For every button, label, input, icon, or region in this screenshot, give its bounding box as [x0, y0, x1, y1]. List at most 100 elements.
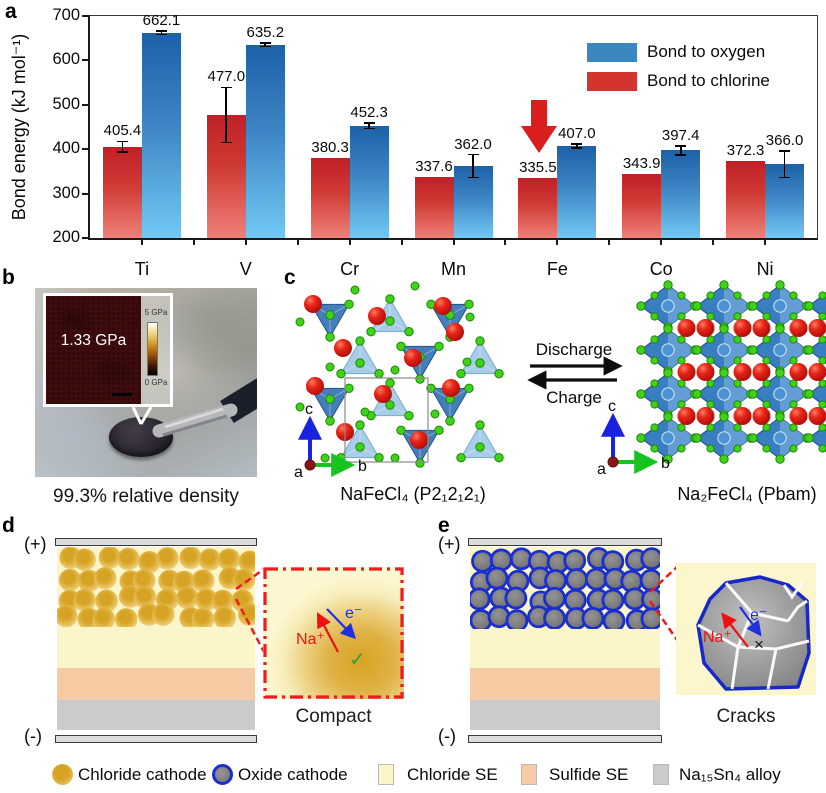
circle-deco — [442, 379, 460, 397]
y-tick-label: 700 — [52, 6, 80, 24]
circle-deco — [133, 585, 157, 609]
circle-deco — [344, 383, 354, 394]
error-cap — [259, 45, 271, 48]
bar-chlorine-Co — [622, 174, 662, 238]
category-label-V: V — [239, 259, 252, 279]
x-tick — [764, 238, 767, 245]
polygon-deco — [310, 387, 350, 422]
category-label-Fe: Fe — [546, 259, 568, 279]
chloride-cathode-icon — [52, 764, 73, 785]
circle-deco — [92, 607, 116, 627]
circle-deco — [494, 368, 504, 379]
circle-deco — [304, 459, 316, 471]
circle-deco — [475, 420, 485, 430]
x-tick — [348, 238, 351, 245]
error-cap — [571, 143, 583, 145]
circle-deco — [368, 307, 386, 325]
error-cap — [259, 42, 271, 44]
value-label-oxygen-Fe: 407.0 — [558, 124, 596, 142]
polygon-deco — [780, 417, 807, 459]
axis-b-label: b — [661, 455, 670, 472]
circle-deco — [415, 374, 425, 384]
circle-deco — [471, 549, 494, 573]
circle-deco — [706, 423, 715, 432]
x-minor-tick — [296, 238, 299, 245]
circle-deco — [543, 586, 566, 610]
y-tick-label: 500 — [52, 94, 80, 113]
circle-deco — [462, 357, 472, 367]
x-tick — [556, 238, 559, 245]
polygon-deco — [310, 303, 350, 338]
value-label-oxygen-Mn: 362.0 — [454, 135, 492, 153]
electron-arrow — [739, 606, 762, 637]
value-label-chlorine-Co: 343.9 — [622, 155, 661, 173]
circle-deco — [410, 431, 428, 449]
circle-deco — [733, 291, 742, 300]
chlorine-swatch — [587, 71, 637, 91]
polygon-deco — [780, 285, 807, 327]
electron-label: e⁻ — [345, 605, 363, 622]
category-label-Mn: Mn — [440, 259, 466, 279]
e-positive-terminal: (+) — [438, 534, 461, 554]
path-deco — [782, 582, 804, 600]
circle-deco — [434, 425, 444, 436]
polygon-deco — [668, 329, 695, 371]
circle-deco — [663, 324, 673, 334]
crystal-structures: c b a c b a — [294, 280, 826, 481]
circle-deco — [489, 548, 513, 572]
circle-deco — [677, 356, 686, 365]
bond-energy-plot: Bond energy (kJ mol⁻¹) Bond to oxygen Bo… — [9, 6, 818, 279]
circle-deco — [762, 335, 771, 344]
electron-arrow — [326, 608, 357, 640]
circle-deco — [733, 423, 742, 432]
scale-bar — [112, 393, 132, 396]
rect-deco — [344, 377, 429, 463]
error-cap — [220, 141, 232, 144]
line-deco — [235, 598, 265, 653]
error-bar — [576, 143, 578, 149]
circle-deco — [717, 343, 731, 357]
value-label-oxygen-Ti: 662.1 — [142, 12, 181, 30]
circle-deco — [607, 456, 619, 468]
circle-deco — [415, 458, 425, 468]
oxide-cathode-icon — [212, 764, 233, 785]
bar-chlorine-Fe — [518, 177, 558, 238]
circle-deco — [733, 363, 752, 381]
compact-particle-inset: Na⁺ e⁻ ✓ — [263, 567, 404, 699]
d-positive-terminal: (+) — [24, 534, 47, 554]
panel-b-label: b — [2, 266, 15, 289]
circle-deco — [295, 402, 305, 412]
colorbar — [147, 322, 158, 376]
circle-deco — [396, 425, 406, 436]
e-sulfide-se-layer — [470, 668, 660, 700]
category-label-Co: Co — [649, 259, 673, 279]
circle-deco — [677, 407, 696, 425]
relative-density-caption: 99.3% relative density — [53, 486, 239, 507]
circle-deco — [789, 423, 798, 432]
circle-deco — [601, 588, 625, 612]
circle-deco — [775, 368, 785, 378]
circle-deco — [57, 604, 78, 627]
na-ion-label: Na⁺ — [296, 631, 325, 648]
circle-deco — [325, 332, 335, 342]
error-bar — [368, 123, 370, 129]
axis-b-label: b — [358, 458, 367, 475]
circle-deco — [762, 423, 771, 432]
error-bar — [472, 154, 474, 178]
circle-deco — [434, 341, 444, 352]
circle-deco — [818, 423, 826, 432]
nafecl4-formula: NaFeCl₄ (P2₁2₁2₁) — [340, 484, 486, 504]
value-label-chlorine-Ti: 405.4 — [103, 122, 142, 140]
circle-deco — [132, 569, 156, 593]
circle-deco — [650, 356, 659, 365]
circle-deco — [692, 301, 702, 311]
value-label-oxygen-V: 635.2 — [246, 23, 285, 41]
callout-line-right — [139, 406, 153, 425]
cracked-inset-drawing — [696, 575, 811, 691]
value-label-chlorine-Mn: 337.6 — [415, 157, 453, 175]
circle-deco — [692, 389, 702, 399]
error-bar — [264, 42, 267, 47]
circle-deco — [295, 317, 305, 327]
oxygen-swatch — [587, 42, 637, 62]
polygon-deco — [460, 340, 500, 375]
